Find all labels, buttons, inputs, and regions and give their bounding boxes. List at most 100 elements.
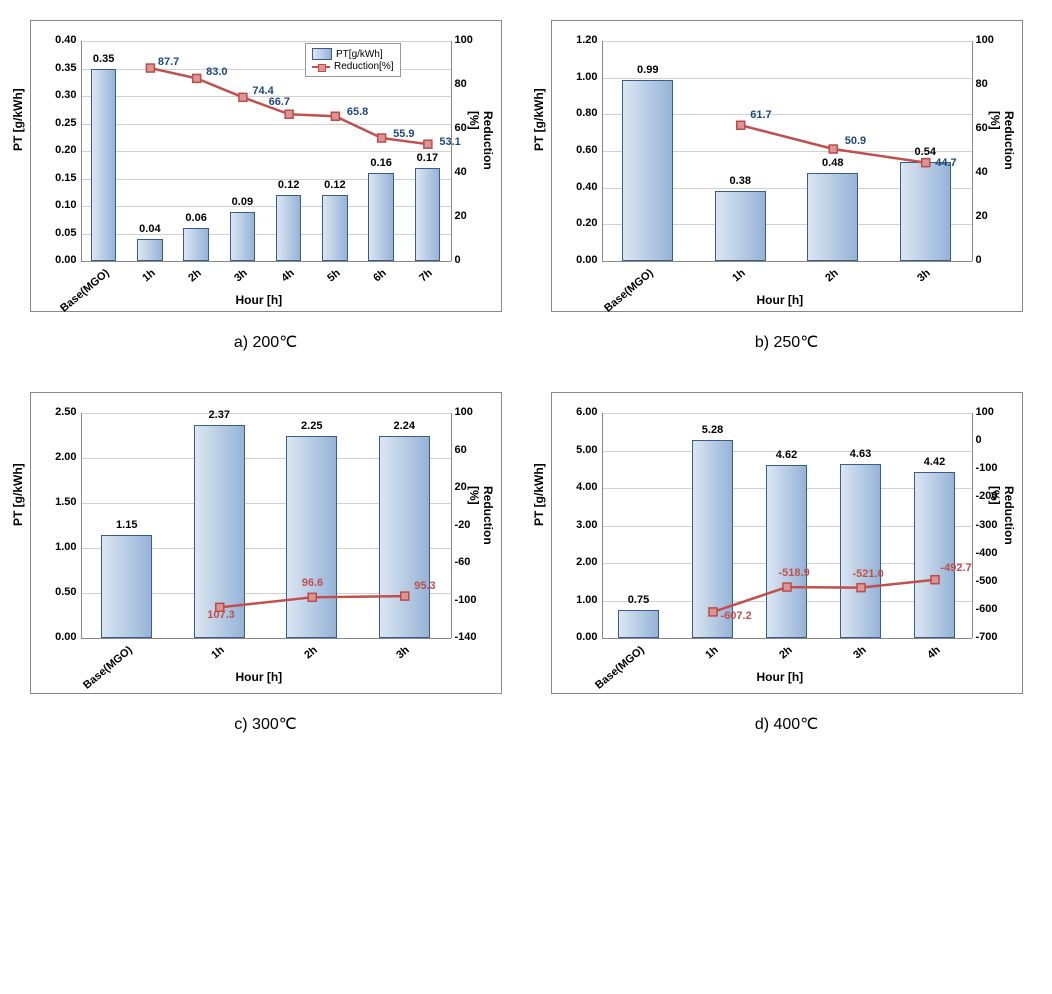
y2-tick: -600	[976, 603, 998, 615]
y2-tick: 0	[976, 254, 982, 266]
x-category-label: 5h	[289, 267, 343, 315]
bar	[622, 80, 673, 262]
line-value-label: 55.9	[393, 128, 414, 140]
y2-tick: 60	[455, 444, 467, 456]
bar-value-label: 0.48	[822, 157, 843, 169]
x-category-label: 4h	[243, 267, 297, 315]
y1-tick: 2.00	[55, 451, 76, 463]
y2-tick: 40	[455, 166, 467, 178]
bar-value-label: 0.12	[278, 179, 299, 191]
bar	[692, 440, 733, 638]
bar	[137, 239, 162, 261]
y2-tick: 80	[976, 78, 988, 90]
bar	[807, 173, 858, 261]
x-category-label: 3h	[358, 644, 412, 692]
y1-tick: 1.00	[576, 71, 597, 83]
chart-area: 0.001.002.003.004.005.006.00-700-600-500…	[551, 392, 1023, 694]
bar	[914, 472, 955, 638]
bar-value-label: 0.75	[628, 594, 649, 606]
bar	[715, 191, 766, 261]
line-value-label: -492.7	[941, 562, 972, 574]
x-axis-label: Hour [h]	[236, 670, 283, 684]
y1-tick: 0.05	[55, 227, 76, 239]
bar	[368, 173, 393, 261]
bar-value-label: 0.04	[139, 223, 160, 235]
x-category-label: 3h	[196, 267, 250, 315]
x-category-label: 2h	[787, 267, 841, 315]
y2-tick: -100	[976, 462, 998, 474]
bar	[194, 425, 245, 638]
bar-value-label: 5.28	[702, 424, 723, 436]
x-category-label: 1h	[104, 267, 158, 315]
y1-tick: 0.00	[55, 631, 76, 643]
bar	[618, 610, 659, 638]
legend: PT[g/kWh]Reduction[%]	[305, 43, 400, 77]
line-value-label: -607.2	[721, 610, 752, 622]
y1-tick: 1.00	[55, 541, 76, 553]
y1-tick: 1.20	[576, 34, 597, 46]
line-value-label: 50.9	[845, 135, 866, 147]
y1-axis-label: PT [g/kWh]	[11, 463, 25, 526]
x-category-label: 7h	[381, 267, 435, 315]
line-value-label: 107.3	[207, 609, 235, 621]
y1-tick: 0.00	[576, 254, 597, 266]
bar-value-label: 2.37	[209, 409, 230, 421]
line-value-label: 61.7	[750, 109, 771, 121]
y2-tick: 100	[455, 406, 473, 418]
line-value-label: 96.6	[302, 577, 323, 589]
x-category-label: 3h	[815, 644, 869, 692]
y2-tick: -140	[455, 631, 477, 643]
chart-d: 0.001.002.003.004.005.006.00-700-600-500…	[541, 392, 1032, 734]
x-category-label: 2h	[741, 644, 795, 692]
x-category-label: Base(MGO)	[58, 267, 112, 315]
y2-axis-label: Reduction [%]	[467, 486, 495, 545]
y1-axis-label: PT [g/kWh]	[532, 463, 546, 526]
bar	[766, 465, 807, 638]
x-axis-label: Hour [h]	[757, 293, 804, 307]
y2-tick: 20	[455, 481, 467, 493]
y1-tick: 0.60	[576, 144, 597, 156]
line-value-label: 53.1	[439, 136, 460, 148]
bar-value-label: 0.16	[370, 157, 391, 169]
y1-tick: 1.00	[576, 594, 597, 606]
y2-axis-label: Reduction [%]	[988, 111, 1016, 170]
y2-tick: 100	[976, 406, 994, 418]
chart-b: 0.000.200.400.600.801.001.20020406080100…	[541, 20, 1032, 352]
line-value-label: 65.8	[347, 106, 368, 118]
legend-label: Reduction[%]	[334, 61, 393, 72]
x-category-label: 4h	[889, 644, 943, 692]
bar-value-label: 4.42	[924, 456, 945, 468]
bar-value-label: 4.62	[776, 449, 797, 461]
y1-tick: 2.50	[55, 406, 76, 418]
y2-tick: -100	[455, 594, 477, 606]
y1-tick: 0.15	[55, 172, 76, 184]
line-value-label: 83.0	[206, 66, 227, 78]
bar-value-label: 0.17	[417, 152, 438, 164]
y1-tick: 0.30	[55, 89, 76, 101]
y2-axis-label: Reduction [%]	[988, 486, 1016, 545]
x-category-label: 2h	[150, 267, 204, 315]
y2-tick: 100	[976, 34, 994, 46]
chart-caption: a) 200℃	[234, 332, 297, 352]
legend-label: PT[g/kWh]	[336, 49, 383, 60]
bar-value-label: 0.06	[185, 212, 206, 224]
y1-tick: 6.00	[576, 406, 597, 418]
y2-tick: 40	[976, 166, 988, 178]
y2-tick: 100	[455, 34, 473, 46]
y1-tick: 0.00	[55, 254, 76, 266]
y2-tick: 0	[976, 434, 982, 446]
x-category-label: Base(MGO)	[81, 644, 135, 692]
y2-tick: -60	[455, 556, 471, 568]
y1-tick: 0.50	[55, 586, 76, 598]
line-value-label: 87.7	[158, 56, 179, 68]
line-value-label: -521.0	[853, 568, 884, 580]
y1-tick: 0.20	[576, 217, 597, 229]
y2-tick: 20	[976, 210, 988, 222]
bar	[101, 535, 152, 639]
bar	[415, 168, 440, 262]
chart-c: 0.000.501.001.502.002.50-140-100-60-2020…	[20, 392, 511, 734]
chart-area: 0.000.501.001.502.002.50-140-100-60-2020…	[30, 392, 502, 694]
bar-value-label: 1.15	[116, 519, 137, 531]
bar-value-label: 0.54	[915, 146, 936, 158]
bar-value-label: 0.99	[637, 64, 658, 76]
